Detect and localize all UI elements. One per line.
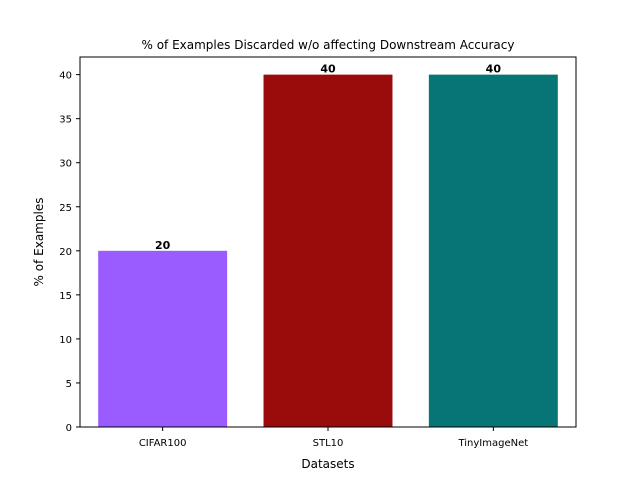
y-tick-label: 35	[59, 115, 72, 126]
x-tick-label: STL10	[313, 438, 344, 449]
y-tick-label: 40	[59, 71, 72, 82]
data-labels-group: 20 40 40	[155, 63, 501, 252]
bar	[98, 250, 228, 427]
bar-value-label: 20	[155, 239, 171, 252]
x-tick-label: TinyImageNet	[457, 438, 528, 449]
y-axis-ticks: 0 5 10 15 20 25 30 35 40	[59, 71, 80, 434]
y-tick-label: 10	[59, 335, 72, 346]
bar-value-label: 40	[320, 63, 336, 76]
bar	[428, 74, 558, 427]
y-tick-label: 30	[59, 159, 72, 170]
y-tick-label: 5	[66, 379, 72, 390]
chart-title: % of Examples Discarded w/o affecting Do…	[141, 38, 514, 52]
y-tick-label: 20	[59, 247, 72, 258]
y-tick-label: 25	[59, 203, 72, 214]
y-axis-title: % of Examples	[32, 198, 46, 287]
x-axis-ticks: CIFAR100 STL10 TinyImageNet	[139, 427, 528, 449]
x-axis-title: Datasets	[301, 457, 354, 471]
plot-frame	[79, 56, 577, 428]
y-tick-label: 0	[66, 423, 72, 434]
bars-group	[98, 74, 558, 427]
bar	[263, 74, 393, 427]
x-tick-label: CIFAR100	[139, 438, 187, 449]
bar-value-label: 40	[486, 63, 502, 76]
y-tick-label: 15	[59, 291, 72, 302]
